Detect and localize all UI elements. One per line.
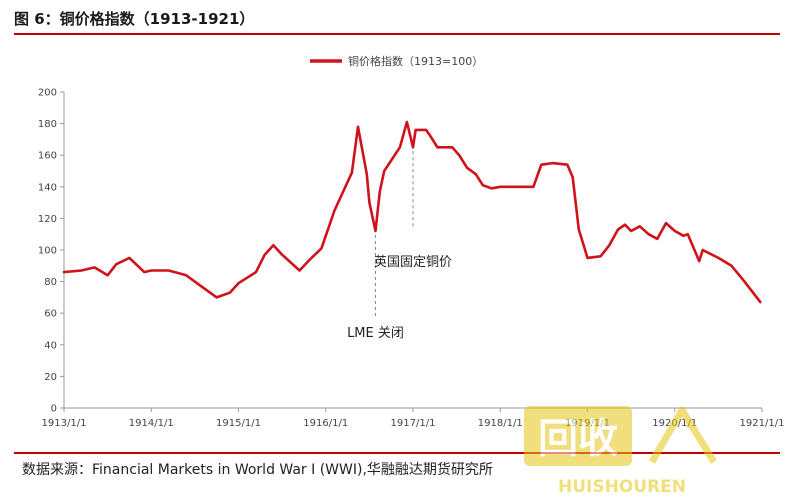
copper-price-index-chart: 铜价格指数（1913=100） 0 20 40 60 80 100 120 140 160 180… [38,54,785,429]
x-tick-label: 1921/1/1 [740,418,785,429]
y-axis-ticks: 0 20 40 60 80 100 120 140 160 180 200 [38,88,64,415]
figure-header: 图 6：铜价格指数（1913-1921） [14,6,784,32]
chart-annotations: LME 关闭 英国固定铜价 [347,151,452,341]
x-tick-label: 1914/1/1 [129,418,174,429]
watermark-badge [524,406,632,466]
chart-series [62,120,762,304]
legend-label: 铜价格指数（1913=100） [348,54,483,68]
y-tick-label: 40 [44,340,57,351]
annotation-label: LME 关闭 [347,326,404,341]
x-tick-label: 1918/1/1 [478,418,523,429]
y-tick-label: 140 [38,182,57,193]
y-tick-label: 120 [38,214,57,225]
x-tick-label: 1915/1/1 [216,418,261,429]
bottom-rule [14,452,780,454]
x-tick-label: 1916/1/1 [303,418,348,429]
source-note: 数据来源：Financial Markets in World War I (W… [22,462,493,478]
y-tick-label: 160 [38,151,57,162]
y-tick-label: 0 [51,404,57,415]
watermark-mark-icon [648,406,717,464]
y-tick-label: 100 [38,246,57,257]
annotation-label: 英国固定铜价 [374,255,452,270]
series-line-copper-index [62,120,762,304]
chart-legend: 铜价格指数（1913=100） [310,54,483,68]
y-tick-label: 200 [38,88,57,99]
x-tick-label: 1913/1/1 [42,418,87,429]
y-tick-label: 80 [44,277,57,288]
watermark-text: 回收 [538,416,618,462]
y-tick-label: 180 [38,119,57,130]
y-tick-label: 60 [44,309,57,320]
x-tick-label: 1917/1/1 [391,418,436,429]
watermark-subtext: HUISHOUREN [558,477,686,497]
figure-title: 图 6：铜价格指数（1913-1921） [14,10,255,28]
watermark-logo: 回收 HUISHOUREN [524,406,717,497]
top-rule [14,33,780,35]
y-tick-label: 20 [44,372,57,383]
